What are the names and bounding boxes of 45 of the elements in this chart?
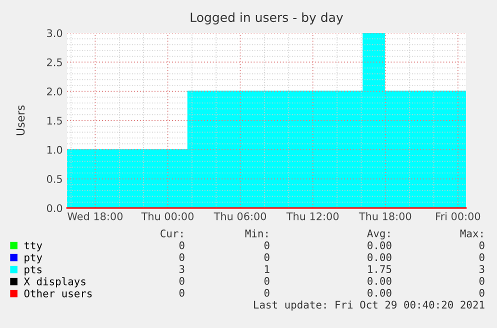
text: 0 bbox=[264, 277, 270, 285]
y-tick-label: 0.0 bbox=[46, 204, 62, 212]
x-tick-label: Thu 06:00 bbox=[214, 212, 266, 220]
text: 0 bbox=[179, 288, 184, 297]
y-axis-title: Users bbox=[16, 105, 25, 136]
text: 0.00 bbox=[368, 277, 392, 285]
text: Min: bbox=[245, 229, 268, 238]
legend-label: Other users bbox=[24, 289, 92, 298]
text: 0 bbox=[479, 288, 484, 297]
y-tick-label: 2.5 bbox=[47, 58, 62, 66]
text: 0 bbox=[479, 253, 484, 262]
text: Cur: bbox=[160, 230, 182, 238]
legend-label: pty bbox=[24, 254, 42, 264]
x-tick-label: Thu 18:00 bbox=[358, 212, 412, 220]
text: 0 bbox=[179, 253, 184, 262]
text: 0 bbox=[179, 277, 184, 285]
text: 0 bbox=[179, 241, 184, 250]
x-tick-label: Thu 00:00 bbox=[141, 212, 194, 220]
x-tick-label: Fri 00:00 bbox=[436, 212, 480, 220]
text: 0.00 bbox=[368, 288, 392, 297]
legend-label: pts bbox=[24, 266, 42, 276]
text: 0.00 bbox=[368, 241, 392, 250]
text: Avg: bbox=[367, 230, 390, 240]
text: 1.75 bbox=[368, 265, 392, 274]
text: 0.00 bbox=[368, 253, 392, 262]
text: 0 bbox=[479, 241, 484, 250]
legend-label: tty bbox=[24, 242, 42, 252]
y-tick-label: 1.5 bbox=[47, 116, 62, 125]
x-tick-label: Wed 18:00 bbox=[68, 212, 123, 220]
text: 3 bbox=[179, 265, 184, 274]
text: 0 bbox=[264, 253, 270, 262]
y-tick-label: 0.5 bbox=[46, 175, 62, 183]
chart-title: Logged in users - by day bbox=[190, 12, 344, 24]
text: 1 bbox=[264, 265, 270, 273]
legend-label: X displays bbox=[24, 277, 86, 288]
y-tick-label: 2.0 bbox=[47, 88, 62, 96]
text: 3 bbox=[479, 265, 484, 274]
y-tick-label: 3.0 bbox=[47, 29, 62, 38]
y-tick-label: 1.0 bbox=[47, 146, 62, 154]
x-tick-label: Thu 12:00 bbox=[286, 212, 339, 220]
text: 0 bbox=[264, 288, 270, 297]
text: 0 bbox=[479, 277, 484, 285]
text: 0 bbox=[264, 241, 270, 250]
text: Last update: Fri Oct 29 00:40:20 2021 bbox=[254, 300, 484, 311]
text: Max: bbox=[460, 230, 482, 238]
